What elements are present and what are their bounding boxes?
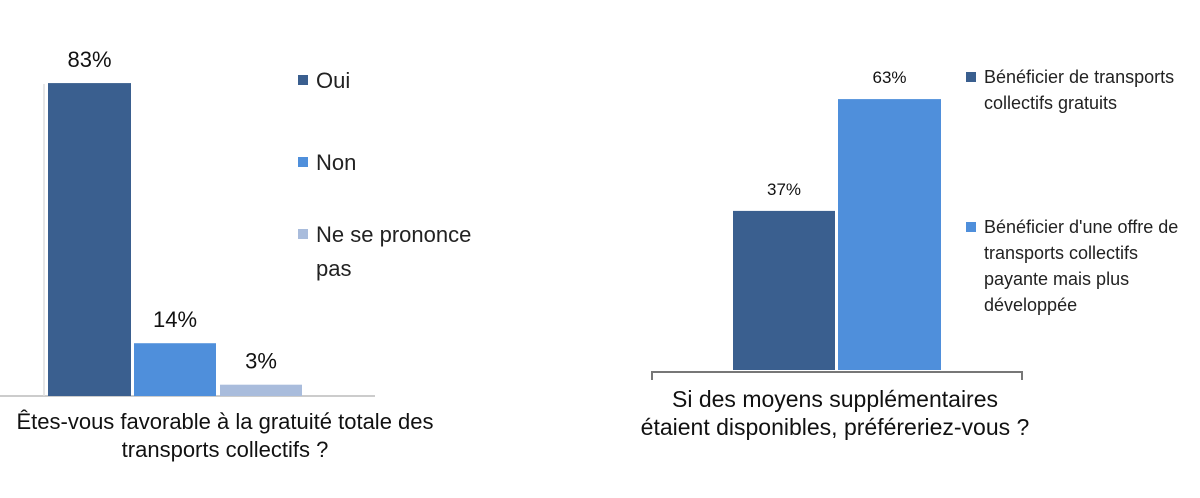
legend-swatch	[966, 72, 976, 82]
legend-swatch	[966, 222, 976, 232]
bar	[48, 83, 131, 396]
legend-swatch	[298, 75, 308, 85]
data-label: 37%	[767, 180, 801, 199]
bar	[134, 343, 216, 396]
category-label: Si des moyens supplémentaires étaient di…	[640, 386, 1030, 440]
legend-label: Oui	[316, 68, 351, 93]
legend-item: Ne se prononce pas	[298, 218, 488, 286]
legend-item: Non	[298, 146, 488, 180]
legend-label: Bénéficier d'une offre de transports col…	[984, 217, 1179, 315]
bar	[838, 99, 941, 370]
legend-swatch	[298, 157, 308, 167]
legend-swatch	[298, 229, 308, 239]
bar	[733, 210, 835, 370]
legend-label: Bénéficier de transports collectifs grat…	[984, 67, 1175, 113]
data-label: 3%	[245, 349, 277, 374]
legend-item: Oui	[298, 64, 488, 98]
category-label: Êtes-vous favorable à la gratuité totale…	[16, 409, 434, 462]
legend-label: Non	[316, 150, 357, 175]
data-label: 63%	[872, 68, 906, 87]
axis-line	[651, 371, 1023, 380]
legend-label: Ne se prononce pas	[316, 222, 472, 281]
data-label: 14%	[153, 307, 197, 332]
legend-item: Bénéficier d'une offre de transports col…	[966, 214, 1186, 318]
bar	[220, 384, 302, 396]
data-label: 83%	[67, 47, 111, 72]
legend-item: Bénéficier de transports collectifs grat…	[966, 64, 1186, 116]
